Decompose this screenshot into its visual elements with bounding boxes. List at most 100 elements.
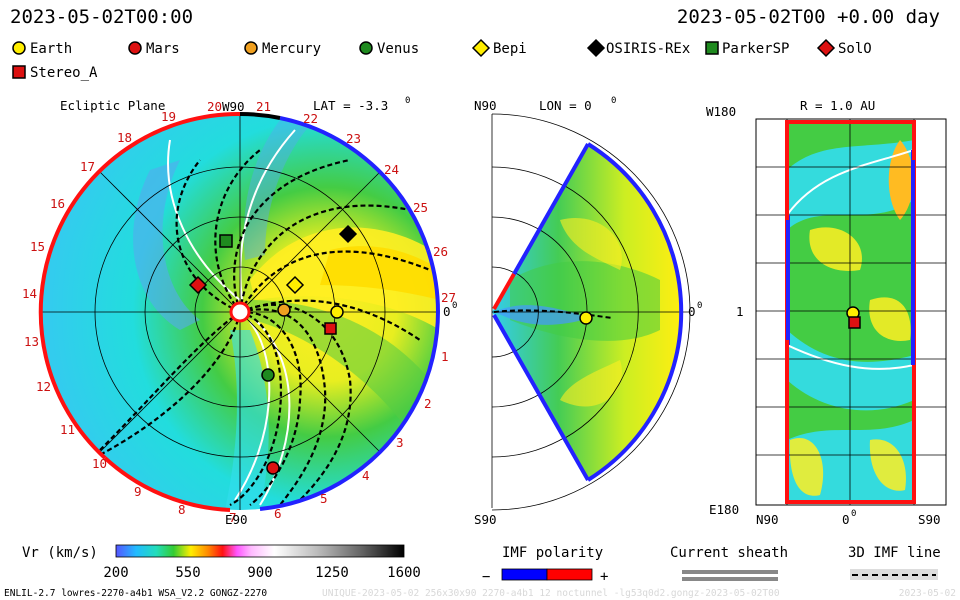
colorbar-tick-label: 1250 <box>315 565 349 581</box>
footer-model: ENLIL-2.7 lowres-2270-a4b1 WSA_V2.2 GONG… <box>4 588 267 599</box>
radial-x-left-label: N90 <box>756 512 779 527</box>
carrington-number: 21 <box>256 99 271 114</box>
carrington-number: 13 <box>24 334 39 349</box>
carrington-number: 7 <box>229 510 237 525</box>
meridional-right-label: 0 <box>688 304 696 319</box>
radial-x-mid-sup: 0 <box>851 509 856 519</box>
carrington-number: 9 <box>134 484 142 499</box>
legend-label-solo: SolO <box>838 41 872 57</box>
radial-x-mid-label: 0 <box>842 512 850 527</box>
meridional-imf-line <box>493 309 613 319</box>
legend-label-parkersp: ParkerSP <box>722 41 789 57</box>
imf-polarity-plus: + <box>600 569 608 585</box>
ecliptic-title: Ecliptic Plane <box>60 98 165 113</box>
legend-item-osiris-rex: OSIRIS-REx <box>586 38 690 58</box>
radial-yellow-patch <box>869 439 906 491</box>
ecliptic-polarity-rim-positive <box>103 456 231 512</box>
carrington-number: 15 <box>30 239 45 254</box>
ecliptic-polarity-rim-positive <box>38 111 241 460</box>
ecliptic-earth-marker <box>330 305 344 319</box>
carrington-number: 24 <box>384 162 399 177</box>
ecliptic-panel: Ecliptic Plane W90 LAT = -3.3 0 <box>22 96 457 527</box>
colorbar: Vr (km/s) 200 550 900 1250 1600 <box>22 544 421 581</box>
meridional-yellow-patch <box>560 360 622 407</box>
ecliptic-mercury-marker <box>277 303 291 317</box>
imf-polarity-label: IMF polarity <box>502 545 603 561</box>
radial-yellow-patch <box>809 227 862 271</box>
ecliptic-imf-line <box>99 311 241 451</box>
ecliptic-lat-label: LAT = -3.3 <box>313 98 388 113</box>
solo-marker-icon <box>816 38 836 58</box>
radial-cyan-region <box>787 140 914 230</box>
carrington-number: 16 <box>50 196 65 211</box>
carrington-number: 18 <box>117 130 132 145</box>
meridional-lon-label: LON = 0 <box>539 98 592 113</box>
carrington-number: 12 <box>36 379 51 394</box>
meridional-panel: N90 LON = 0 0 0 0 S90 <box>474 96 702 527</box>
meridional-lon-sup: 0 <box>611 96 616 106</box>
radial-map <box>787 122 914 502</box>
ecliptic-solo-marker <box>188 275 208 295</box>
stereo-a-marker-icon <box>12 65 26 79</box>
carrington-number: 25 <box>413 200 428 215</box>
ecliptic-polarity-rim-negative <box>279 116 430 251</box>
radial-top-left-label: W180 <box>706 104 736 119</box>
ecliptic-slow-region <box>133 160 200 330</box>
ecliptic-venus-marker <box>261 368 275 382</box>
carrington-number: 10 <box>92 456 107 471</box>
carrington-number: 8 <box>178 502 186 517</box>
ecliptic-mars-marker <box>266 461 280 475</box>
earth-marker-icon <box>12 41 26 55</box>
carrington-number: 26 <box>433 244 448 259</box>
ecliptic-top-label: W90 <box>222 99 245 114</box>
meridional-earth-marker <box>579 311 593 325</box>
radial-bottom-left-label: E180 <box>709 502 739 517</box>
ecliptic-right-label: 0 <box>443 304 451 319</box>
radial-panel: R = 1.0 AU W180 1 E180 <box>706 98 947 527</box>
legend-item-earth: Earth <box>12 41 72 57</box>
radial-current-sheath-line <box>787 149 914 216</box>
venus-marker-icon <box>359 41 373 55</box>
meridional-top-left-label: N90 <box>474 98 497 113</box>
carrington-number: 23 <box>346 131 361 146</box>
current-sheath-label: Current sheath <box>670 545 788 561</box>
carrington-number: 11 <box>60 422 75 437</box>
ecliptic-imf-line <box>229 310 282 506</box>
ecliptic-current-sheath-line <box>167 139 241 301</box>
radial-mid-left-label: 1 <box>736 304 744 319</box>
legend-item-mars: Mars <box>128 41 180 57</box>
ecliptic-current-sheath-line <box>254 319 291 506</box>
ecliptic-imf-line <box>239 299 421 341</box>
ecliptic-imf-line <box>238 204 411 313</box>
ecliptic-osiris-rex-marker <box>338 224 358 244</box>
legend-label-osiris-rex: OSIRIS-REx <box>606 41 690 57</box>
colorbar-tick-label: 550 <box>175 565 200 581</box>
radial-r-label: R = 1.0 AU <box>800 98 875 113</box>
carrington-number: 22 <box>303 111 318 126</box>
legend-item-bepi: Bepi <box>471 38 527 58</box>
meridional-polarity-edge-negative <box>512 143 590 275</box>
mars-marker-icon <box>128 41 142 55</box>
imf-polarity-legend: IMF polarity − + <box>482 545 608 585</box>
legend: Earth Mars Mercury Venus Bepi OSIRIS-REx… <box>12 38 872 81</box>
radial-cyan-region <box>787 330 914 411</box>
ecliptic-polarity-rim-neutral <box>239 111 281 120</box>
imf-line-label: 3D IMF line <box>848 545 941 561</box>
ecliptic-slow-region-3 <box>243 120 310 260</box>
footer-run-date: 2023-05-02 <box>899 588 956 599</box>
ecliptic-imf-line <box>89 311 242 461</box>
sun-icon <box>229 301 251 323</box>
ecliptic-stereo-a-marker <box>324 322 337 335</box>
parkersp-marker-icon <box>705 41 719 55</box>
ecliptic-imf-line <box>239 250 431 313</box>
colorbar-label: Vr (km/s) <box>22 545 98 561</box>
ecliptic-imf-line <box>239 310 302 506</box>
radial-x-right-label: S90 <box>918 512 941 527</box>
radial-yellow-patch <box>888 140 914 220</box>
radial-stereo-a-marker <box>848 316 861 329</box>
legend-item-parkersp: ParkerSP <box>705 41 789 57</box>
ecliptic-imf-line <box>239 308 327 506</box>
meridional-polarity-edge-negative <box>492 314 590 481</box>
mercury-marker-icon <box>244 41 258 55</box>
carrington-number: 20 <box>207 99 222 114</box>
